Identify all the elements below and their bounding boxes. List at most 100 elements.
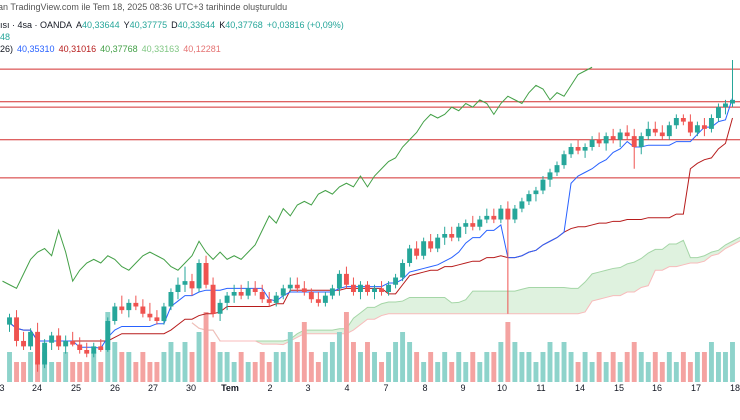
volume-bar-16 [119, 352, 125, 382]
candle-body-22 [161, 306, 167, 321]
lead-b-line [191, 240, 740, 346]
candle-body-44 [315, 299, 321, 303]
candle-body-41 [294, 284, 300, 289]
candle-body-59 [421, 241, 427, 256]
volume-bar-101 [715, 352, 721, 382]
candle-body-99 [701, 125, 707, 129]
volume-line: 48 [0, 32, 14, 42]
candle-body-37 [266, 299, 272, 303]
volume-bar-70 [498, 342, 504, 382]
candle-body-10 [77, 344, 83, 350]
volume-bar-35 [252, 362, 258, 382]
candle-body-81 [575, 147, 581, 151]
x-tick-16: 15 [614, 383, 624, 393]
volume-bar-12 [91, 352, 97, 382]
x-tick-11: 8 [422, 383, 427, 393]
volume-bar-96 [680, 352, 686, 382]
volume-bar-50 [358, 352, 363, 382]
candle-body-7 [56, 335, 62, 347]
volume-bar-79 [561, 342, 567, 382]
candle-body-43 [308, 292, 314, 300]
volume-bar-8 [63, 352, 69, 382]
volume-bar-83 [589, 362, 595, 382]
volume-bars [7, 312, 735, 382]
x-tick-4: 27 [148, 383, 158, 393]
candle-body-94 [666, 125, 672, 137]
candle-body-72 [512, 208, 518, 220]
candle-body-93 [659, 132, 665, 137]
volume-bar-93 [659, 362, 665, 382]
close-label: K [219, 20, 226, 30]
candle-body-2 [21, 340, 27, 347]
candle-body-78 [554, 165, 560, 173]
volume-bar-6 [49, 362, 55, 382]
volume-bar-54 [386, 352, 392, 382]
volume-bar-13 [98, 362, 104, 382]
high-label: Y [123, 20, 130, 30]
candle-body-36 [259, 292, 265, 300]
candle-body-1 [14, 317, 19, 341]
x-tick-5: 30 [186, 383, 196, 393]
candle-body-25 [182, 281, 188, 285]
candle-body-26 [189, 281, 195, 289]
lagging-line [2, 66, 593, 290]
candle-body-67 [477, 219, 483, 227]
candle-body-98 [694, 125, 700, 133]
volume-bar-20 [147, 362, 153, 382]
volume-bar-30 [217, 352, 223, 382]
volume-bar-102 [723, 352, 728, 382]
volume-bar-69 [491, 352, 497, 382]
volume-bar-91 [645, 362, 651, 382]
volume-bar-7 [56, 362, 62, 382]
volume-bar-81 [575, 362, 581, 382]
candle-body-58 [414, 248, 420, 256]
candle-body-51 [365, 284, 370, 292]
open-label: A [76, 20, 83, 30]
candle-body-31 [224, 295, 230, 303]
candle-body-48 [343, 273, 349, 285]
volume-bar-27 [196, 332, 202, 382]
volume-value: 48 [0, 32, 11, 42]
ichimoku-params: 26) [0, 44, 14, 54]
volume-bar-48 [343, 312, 349, 382]
conversion-value: 40,35310 [17, 44, 55, 54]
volume-bar-56 [400, 332, 406, 382]
ichimoku-cloud [191, 236, 740, 346]
volume-bar-99 [701, 352, 707, 382]
candle-body-39 [280, 288, 286, 296]
x-tick-12: 9 [460, 383, 465, 393]
x-tick-14: 11 [536, 383, 545, 393]
volume-bar-95 [673, 362, 679, 382]
candle-body-27 [196, 263, 202, 289]
volume-bar-88 [624, 352, 630, 382]
candle-body-45 [322, 295, 328, 303]
volume-bar-62 [442, 352, 448, 382]
candle-body-83 [589, 139, 595, 147]
candle-body-95 [673, 118, 679, 126]
candle-body-73 [519, 201, 525, 209]
volume-bar-55 [393, 342, 399, 382]
candle-body-9 [70, 340, 76, 345]
volume-bar-80 [568, 352, 574, 382]
volume-bar-43 [308, 352, 314, 382]
ichimoku-values-line: 26) 40,35310 40,31016 40,37768 40,33163 40,12… [0, 44, 225, 54]
candle-body-74 [526, 194, 532, 202]
volume-bar-0 [7, 352, 12, 382]
candle-body-55 [393, 277, 399, 285]
candle-body-60 [428, 241, 434, 249]
candle-body-87 [617, 132, 623, 140]
candle-body-29 [210, 284, 216, 314]
low-label: D [171, 20, 178, 30]
volume-bar-89 [631, 342, 637, 382]
candle-body-12 [91, 346, 97, 354]
volume-bar-15 [112, 342, 118, 382]
cloud-fill [192, 237, 740, 345]
candle-body-34 [245, 288, 251, 296]
candle-body-16 [119, 306, 125, 311]
volume-bar-86 [610, 352, 616, 382]
volume-bar-17 [126, 352, 132, 382]
candle-body-97 [687, 121, 693, 133]
volume-bar-18 [133, 362, 139, 382]
volume-bar-92 [652, 352, 658, 382]
